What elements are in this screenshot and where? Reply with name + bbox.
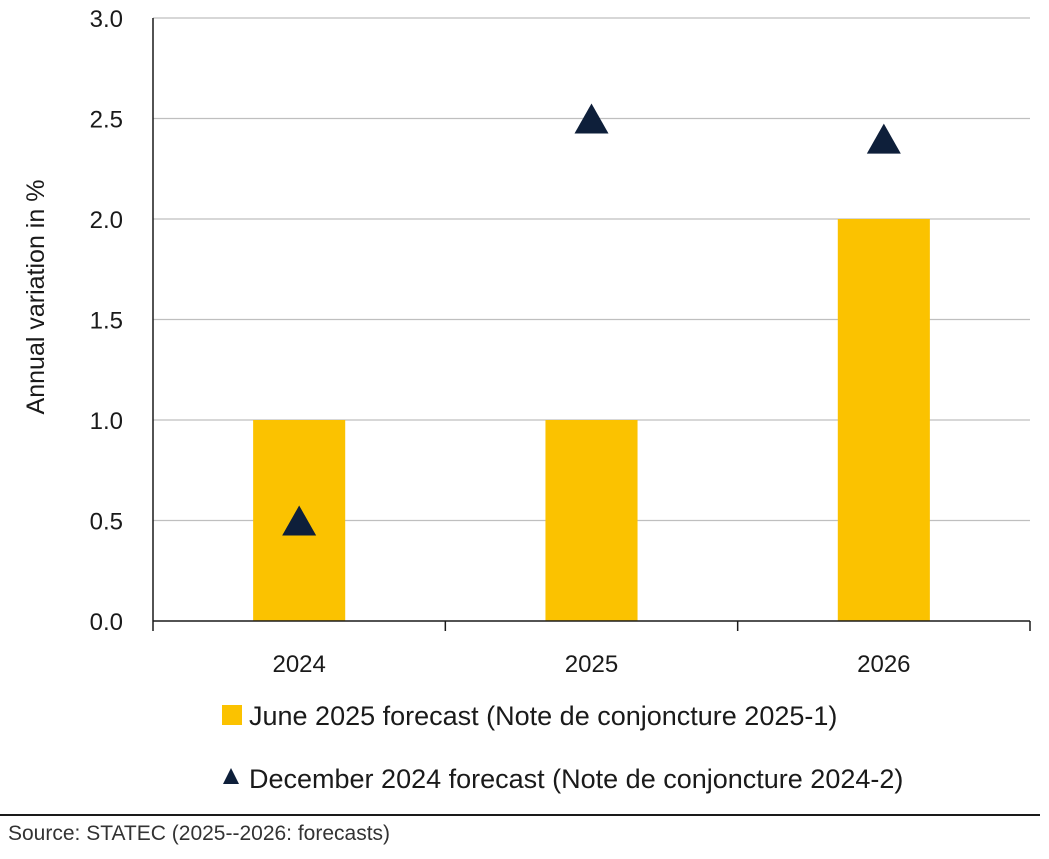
legend-bar-swatch [222,705,242,725]
x-tick-label: 2025 [565,651,618,678]
x-tick-labels: 2024 2025 2026 [272,651,910,678]
axes [152,18,1031,631]
legend-triangle-label: December 2024 forecast (Note de conjonct… [249,764,903,794]
bar [837,219,930,621]
x-tick-label: 2026 [857,651,910,678]
source-note: Source: STATEC (2025--2026: forecasts) [8,822,391,845]
y-tick-label: 1.5 [90,308,123,335]
y-tick-label: 1.0 [90,408,123,435]
bar [545,420,638,621]
x-tick-label: 2024 [272,651,325,678]
y-tick-label: 2.0 [90,207,123,234]
triangle-marker [574,103,609,134]
footer-divider [0,814,1040,816]
marker-series [282,103,901,536]
y-tick-label: 0.0 [90,609,123,636]
y-tick-label: 0.5 [90,509,123,536]
triangle-marker [866,123,901,154]
legend-triangle-swatch [223,768,239,784]
bar-series [253,219,930,621]
triangle-marker [282,505,317,536]
y-tick-label: 2.5 [90,107,123,134]
y-tick-label: 3.0 [90,6,123,33]
legend: June 2025 forecast (Note de conjoncture … [222,701,903,794]
y-tick-labels: 0.0 0.5 1.0 1.5 2.0 2.5 3.0 [90,6,123,636]
legend-bar-label: June 2025 forecast (Note de conjoncture … [249,701,837,731]
chart: 0.0 0.5 1.0 1.5 2.0 2.5 3.0 2024 2025 2026 Annua… [22,6,1031,794]
y-axis-label: Annual variation in % [22,180,50,415]
